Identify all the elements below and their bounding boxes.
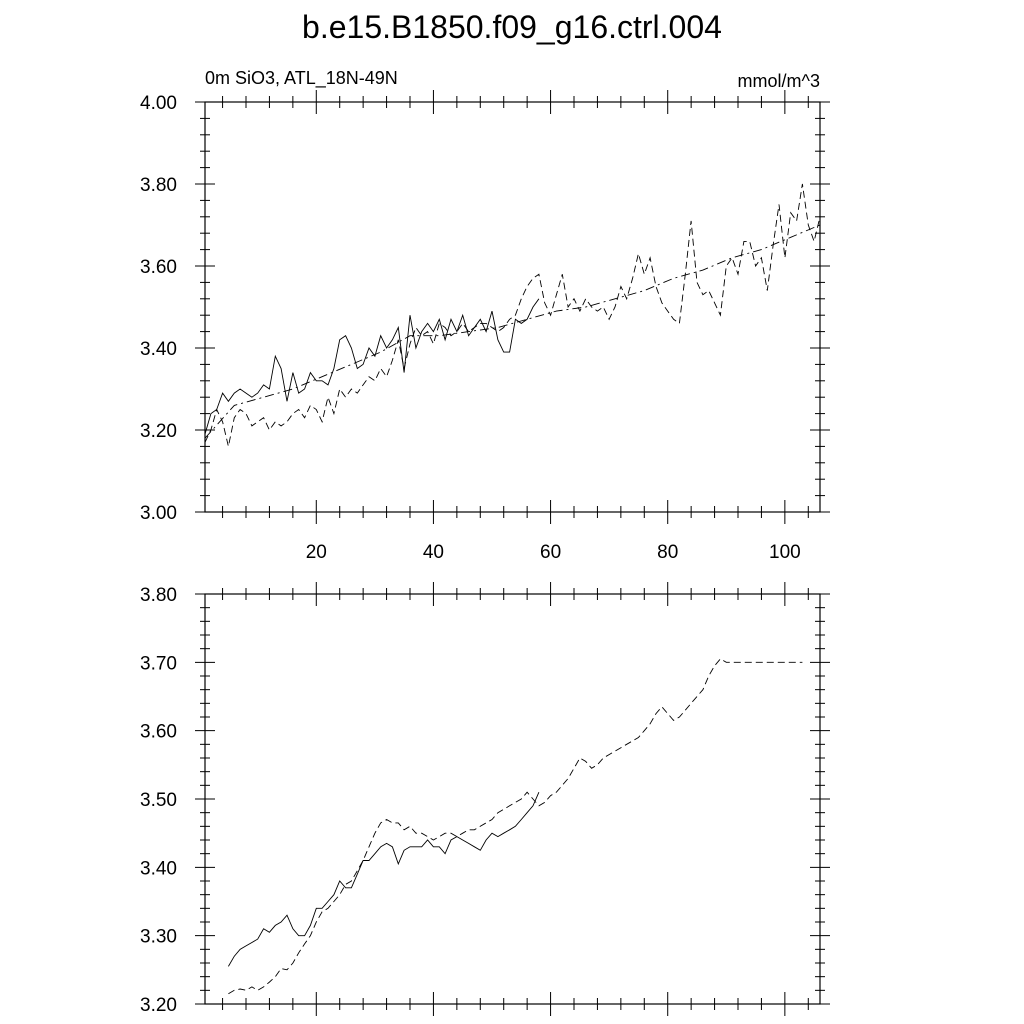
top-y-tick-label: 3.80 <box>140 175 177 196</box>
top-series-dashed <box>204 183 821 447</box>
bottom-y-tick-label: 3.80 <box>140 585 177 606</box>
top-panel-frame <box>204 101 821 513</box>
bottom-y-tick-label: 3.20 <box>140 995 177 1016</box>
chart-title: b.e15.B1850.f09_g16.ctrl.004 <box>302 9 722 45</box>
top-y-tick-label: 3.00 <box>140 503 177 524</box>
top-panel-units-label: mmol/m^3 <box>738 71 820 91</box>
bottom-y-tick-label: 3.50 <box>140 790 177 811</box>
bottom-panel-frame <box>204 593 821 1005</box>
top-series-dash-dot <box>204 224 821 439</box>
top-panel-series <box>204 183 821 447</box>
top-series-solid <box>204 298 540 435</box>
top-x-tick-label: 80 <box>657 542 678 563</box>
top-x-tick-label: 20 <box>306 542 327 563</box>
top-y-tick-label: 4.00 <box>140 93 177 114</box>
top-panel-ticks: 20 40 60 80 100 3.00 3.20 3.40 3.60 3.80 4.00 <box>140 90 830 563</box>
bottom-y-tick-label: 3.40 <box>140 858 177 879</box>
bottom-panel-series <box>228 658 803 995</box>
bottom-y-tick-label: 3.30 <box>140 927 177 948</box>
bottom-y-tick-label: 3.60 <box>140 722 177 743</box>
bottom-panel: 3.20 3.30 3.40 3.50 3.60 3.70 3.80 <box>140 582 830 1016</box>
bottom-series-solid <box>228 792 540 967</box>
top-panel-left-label: 0m SiO3, ATL_18N-49N <box>205 68 398 89</box>
bottom-series-dashed <box>228 658 803 995</box>
top-y-tick-label: 3.20 <box>140 421 177 442</box>
bottom-y-tick-label: 3.70 <box>140 653 177 674</box>
top-x-tick-label: 40 <box>423 542 444 563</box>
top-x-tick-label: 100 <box>769 542 801 563</box>
top-y-tick-label: 3.40 <box>140 339 177 360</box>
bottom-panel-ticks: 3.20 3.30 3.40 3.50 3.60 3.70 3.80 <box>140 582 830 1016</box>
top-y-tick-label: 3.60 <box>140 257 177 278</box>
top-x-tick-label: 60 <box>540 542 561 563</box>
top-panel: 0m SiO3, ATL_18N-49N mmol/m^3 20 40 60 80 10… <box>140 68 830 563</box>
